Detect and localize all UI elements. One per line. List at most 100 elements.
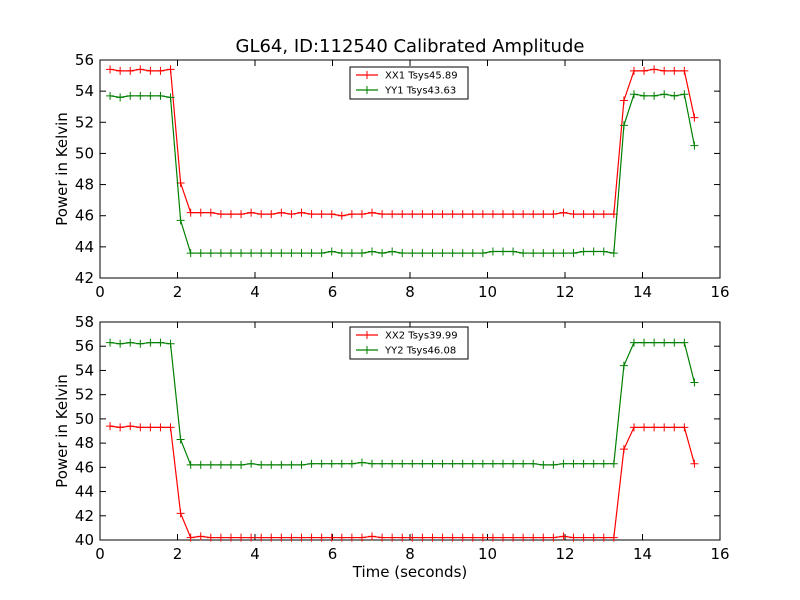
legend-label: YY2 Tsys46.08: [384, 346, 456, 357]
data-point: [156, 91, 165, 100]
data-point: [559, 249, 568, 258]
data-point: [388, 247, 397, 256]
data-point: [509, 210, 518, 219]
data-point: [196, 532, 205, 541]
data-point: [640, 66, 649, 75]
data-point: [488, 533, 497, 542]
data-point: [216, 210, 225, 219]
data-point: [388, 533, 397, 542]
data-point: [589, 247, 598, 256]
data-point: [156, 338, 165, 347]
x-tick-label: 10: [478, 545, 497, 563]
x-tick-label: 2: [173, 545, 183, 563]
data-point: [418, 533, 427, 542]
y-tick-label: 52: [75, 113, 94, 131]
data-point: [458, 249, 467, 258]
data-point: [368, 459, 377, 468]
data-point: [569, 249, 578, 258]
data-point: [609, 249, 618, 258]
data-point: [619, 96, 628, 105]
data-point: [629, 338, 638, 347]
y-tick-label: 48: [75, 176, 94, 194]
data-point: [146, 423, 155, 432]
data-point: [499, 533, 507, 542]
data-point: [126, 338, 135, 347]
data-point: [680, 90, 689, 99]
data-point: [529, 533, 538, 542]
data-point: [368, 208, 377, 217]
y-tick-label: 56: [75, 51, 94, 69]
data-point: [136, 65, 145, 74]
series-2: [106, 338, 699, 469]
data-point: [257, 249, 266, 258]
data-point: [257, 210, 266, 219]
data-point: [539, 249, 548, 258]
y-tick-label: 42: [75, 269, 94, 287]
data-point: [448, 210, 457, 219]
x-tick-label: 4: [250, 283, 260, 301]
data-point: [499, 459, 507, 468]
data-point: [116, 93, 125, 102]
data-point: [317, 459, 326, 468]
data-point: [347, 210, 356, 219]
data-point: [488, 210, 497, 219]
data-point: [287, 533, 296, 542]
data-point: [247, 459, 256, 468]
data-point: [106, 91, 115, 100]
data-point: [186, 208, 195, 217]
data-point: [559, 459, 568, 468]
data-point: [176, 509, 185, 518]
data-point: [670, 423, 679, 432]
data-point: [357, 458, 366, 467]
y-tick-label: 40: [75, 531, 94, 549]
data-point: [126, 422, 135, 431]
y-axis-label: Power in Kelvin: [53, 112, 71, 226]
data-point: [408, 533, 417, 542]
data-point: [458, 533, 467, 542]
data-point: [398, 533, 407, 542]
data-point: [186, 460, 195, 469]
data-point: [569, 210, 578, 219]
x-tick-label: 4: [250, 545, 260, 563]
y-tick-label: 50: [75, 144, 94, 162]
x-tick-label: 16: [710, 283, 729, 301]
y-tick-label: 50: [75, 410, 94, 428]
data-point: [468, 210, 477, 219]
data-point: [267, 533, 276, 542]
legend: XX1 Tsys45.89 YY1 Tsys43.63: [349, 66, 469, 100]
data-point: [529, 249, 538, 258]
y-tick-label: 46: [75, 458, 94, 476]
data-point: [690, 113, 699, 122]
data-point: [509, 533, 518, 542]
data-point: [468, 249, 477, 258]
data-point: [216, 460, 225, 469]
data-point: [458, 459, 467, 468]
data-point: [277, 208, 286, 217]
data-point: [166, 65, 175, 74]
data-point: [640, 338, 649, 347]
data-point: [327, 533, 336, 542]
x-tick-label: 0: [95, 283, 105, 301]
data-point: [499, 247, 507, 256]
data-point: [619, 445, 628, 454]
series-2: [106, 90, 699, 258]
legend-label: XX1 Tsys45.89: [385, 71, 458, 82]
data-point: [629, 90, 638, 99]
data-point: [640, 91, 649, 100]
x-axis-label: Time (seconds): [352, 563, 468, 581]
legend: XX2 Tsys39.99 YY2 Tsys46.08: [349, 326, 469, 360]
data-point: [257, 533, 266, 542]
data-point: [579, 459, 588, 468]
data-point: [116, 339, 125, 348]
legend-marker: [363, 71, 371, 79]
data-point: [690, 141, 699, 150]
y-tick-label: 42: [75, 507, 94, 525]
data-point: [237, 249, 246, 258]
data-point: [660, 90, 669, 99]
data-point: [569, 459, 578, 468]
data-point: [438, 210, 447, 219]
data-point: [680, 423, 689, 432]
data-point: [267, 460, 276, 469]
data-point: [146, 66, 155, 75]
